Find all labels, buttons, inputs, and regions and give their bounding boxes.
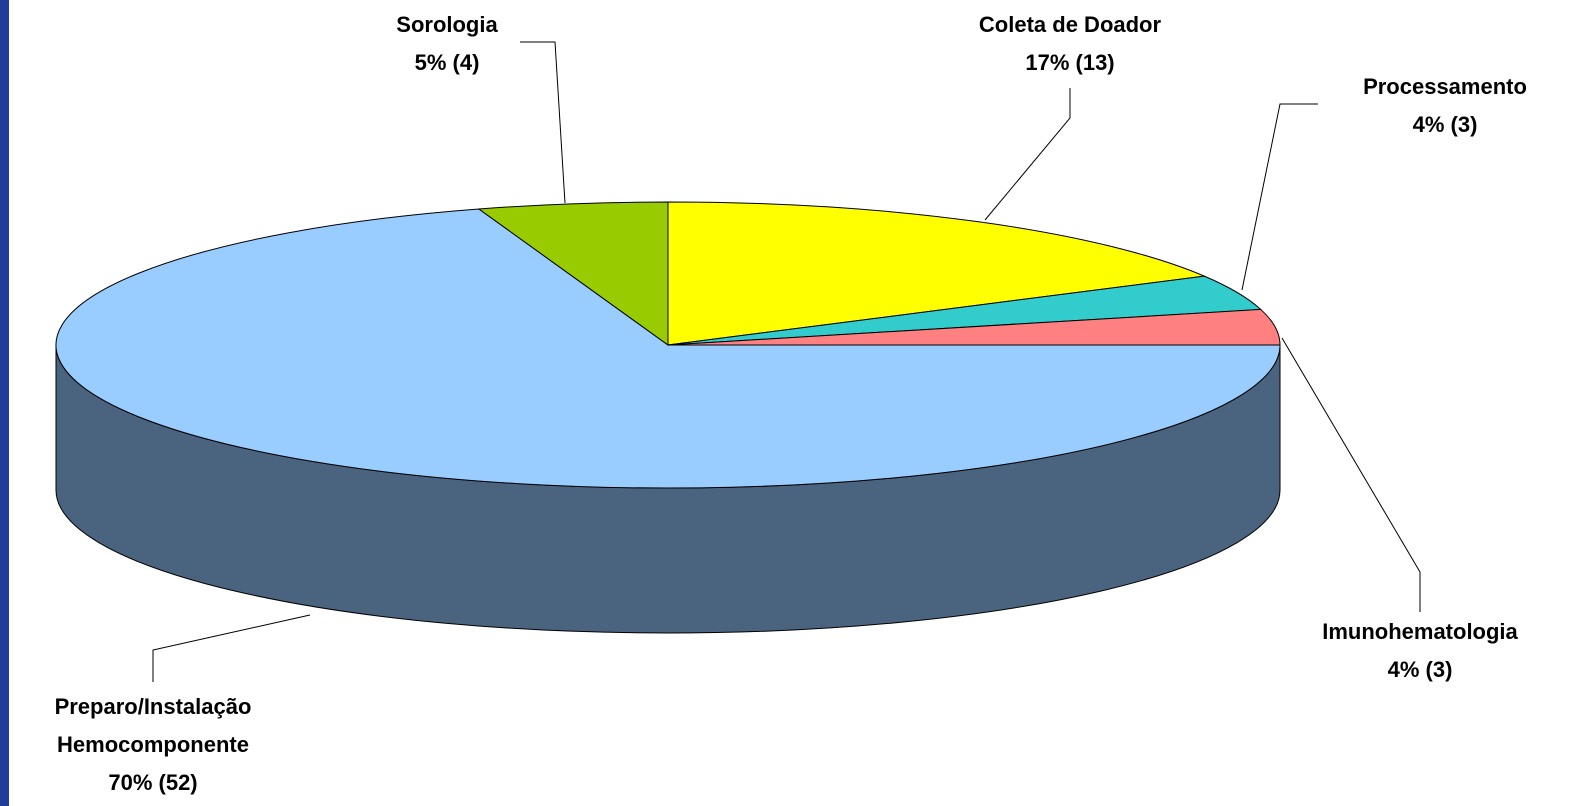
category-label: Preparo/Instalação Hemocomponente xyxy=(54,694,252,757)
slice-label: Imunohematologia 4% (3) xyxy=(1270,613,1570,689)
category-label: Processamento xyxy=(1363,74,1527,99)
side-strip xyxy=(0,0,9,806)
slice-label: Sorologia 5% (4) xyxy=(347,6,547,82)
value-label: 4% (3) xyxy=(1412,112,1478,137)
leader-line xyxy=(984,88,1071,221)
value-label: 4% (3) xyxy=(1387,657,1453,682)
leader-line xyxy=(1281,337,1421,612)
value-label: 17% (13) xyxy=(1025,50,1115,75)
slice-label: Processamento 4% (3) xyxy=(1315,68,1575,144)
leader-line xyxy=(1241,103,1318,291)
leader-line xyxy=(520,41,566,204)
pie-slice xyxy=(667,201,1207,346)
leader-line xyxy=(152,614,311,682)
category-label: Coleta de Doador xyxy=(978,12,1162,37)
category-label: Imunohematologia xyxy=(1322,619,1518,644)
value-label: 5% (4) xyxy=(414,50,480,75)
slice-label: Coleta de Doador 17% (13) xyxy=(910,6,1230,82)
value-label: 70% (52) xyxy=(108,770,198,795)
slice-label: Preparo/Instalação Hemocomponente 70% (52… xyxy=(3,688,303,802)
pie-slice xyxy=(477,201,669,346)
category-label: Sorologia xyxy=(396,12,498,37)
pie-slice xyxy=(55,208,1281,489)
